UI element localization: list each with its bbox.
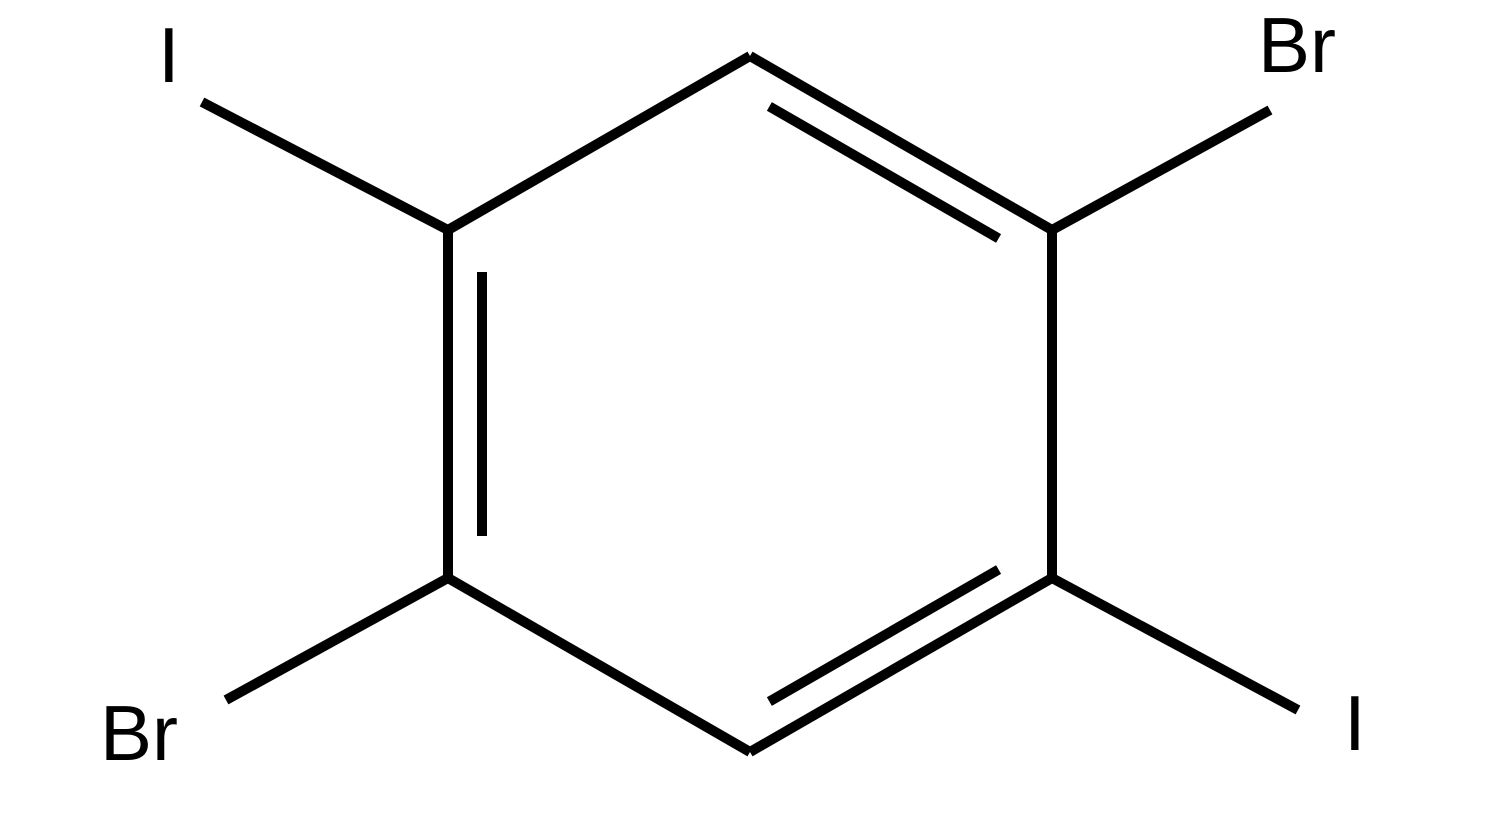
ring-bond	[448, 56, 750, 230]
ring-bond-inner	[769, 570, 998, 702]
ring-bond-inner	[769, 106, 998, 238]
atom-label-br: Br	[100, 689, 178, 777]
atom-label-br: Br	[1258, 1, 1336, 89]
atom-label-i: I	[158, 11, 180, 99]
substituent-bond	[1052, 578, 1298, 710]
molecule-diagram: I Br I Br	[0, 0, 1499, 833]
ring-bond	[750, 56, 1052, 230]
atom-label-i: I	[1344, 679, 1366, 767]
ring-bond	[750, 578, 1052, 752]
substituent-bond	[226, 578, 448, 700]
ring-bond	[448, 578, 750, 752]
substituent-bond	[1052, 110, 1270, 230]
substituent-bond	[202, 102, 448, 230]
